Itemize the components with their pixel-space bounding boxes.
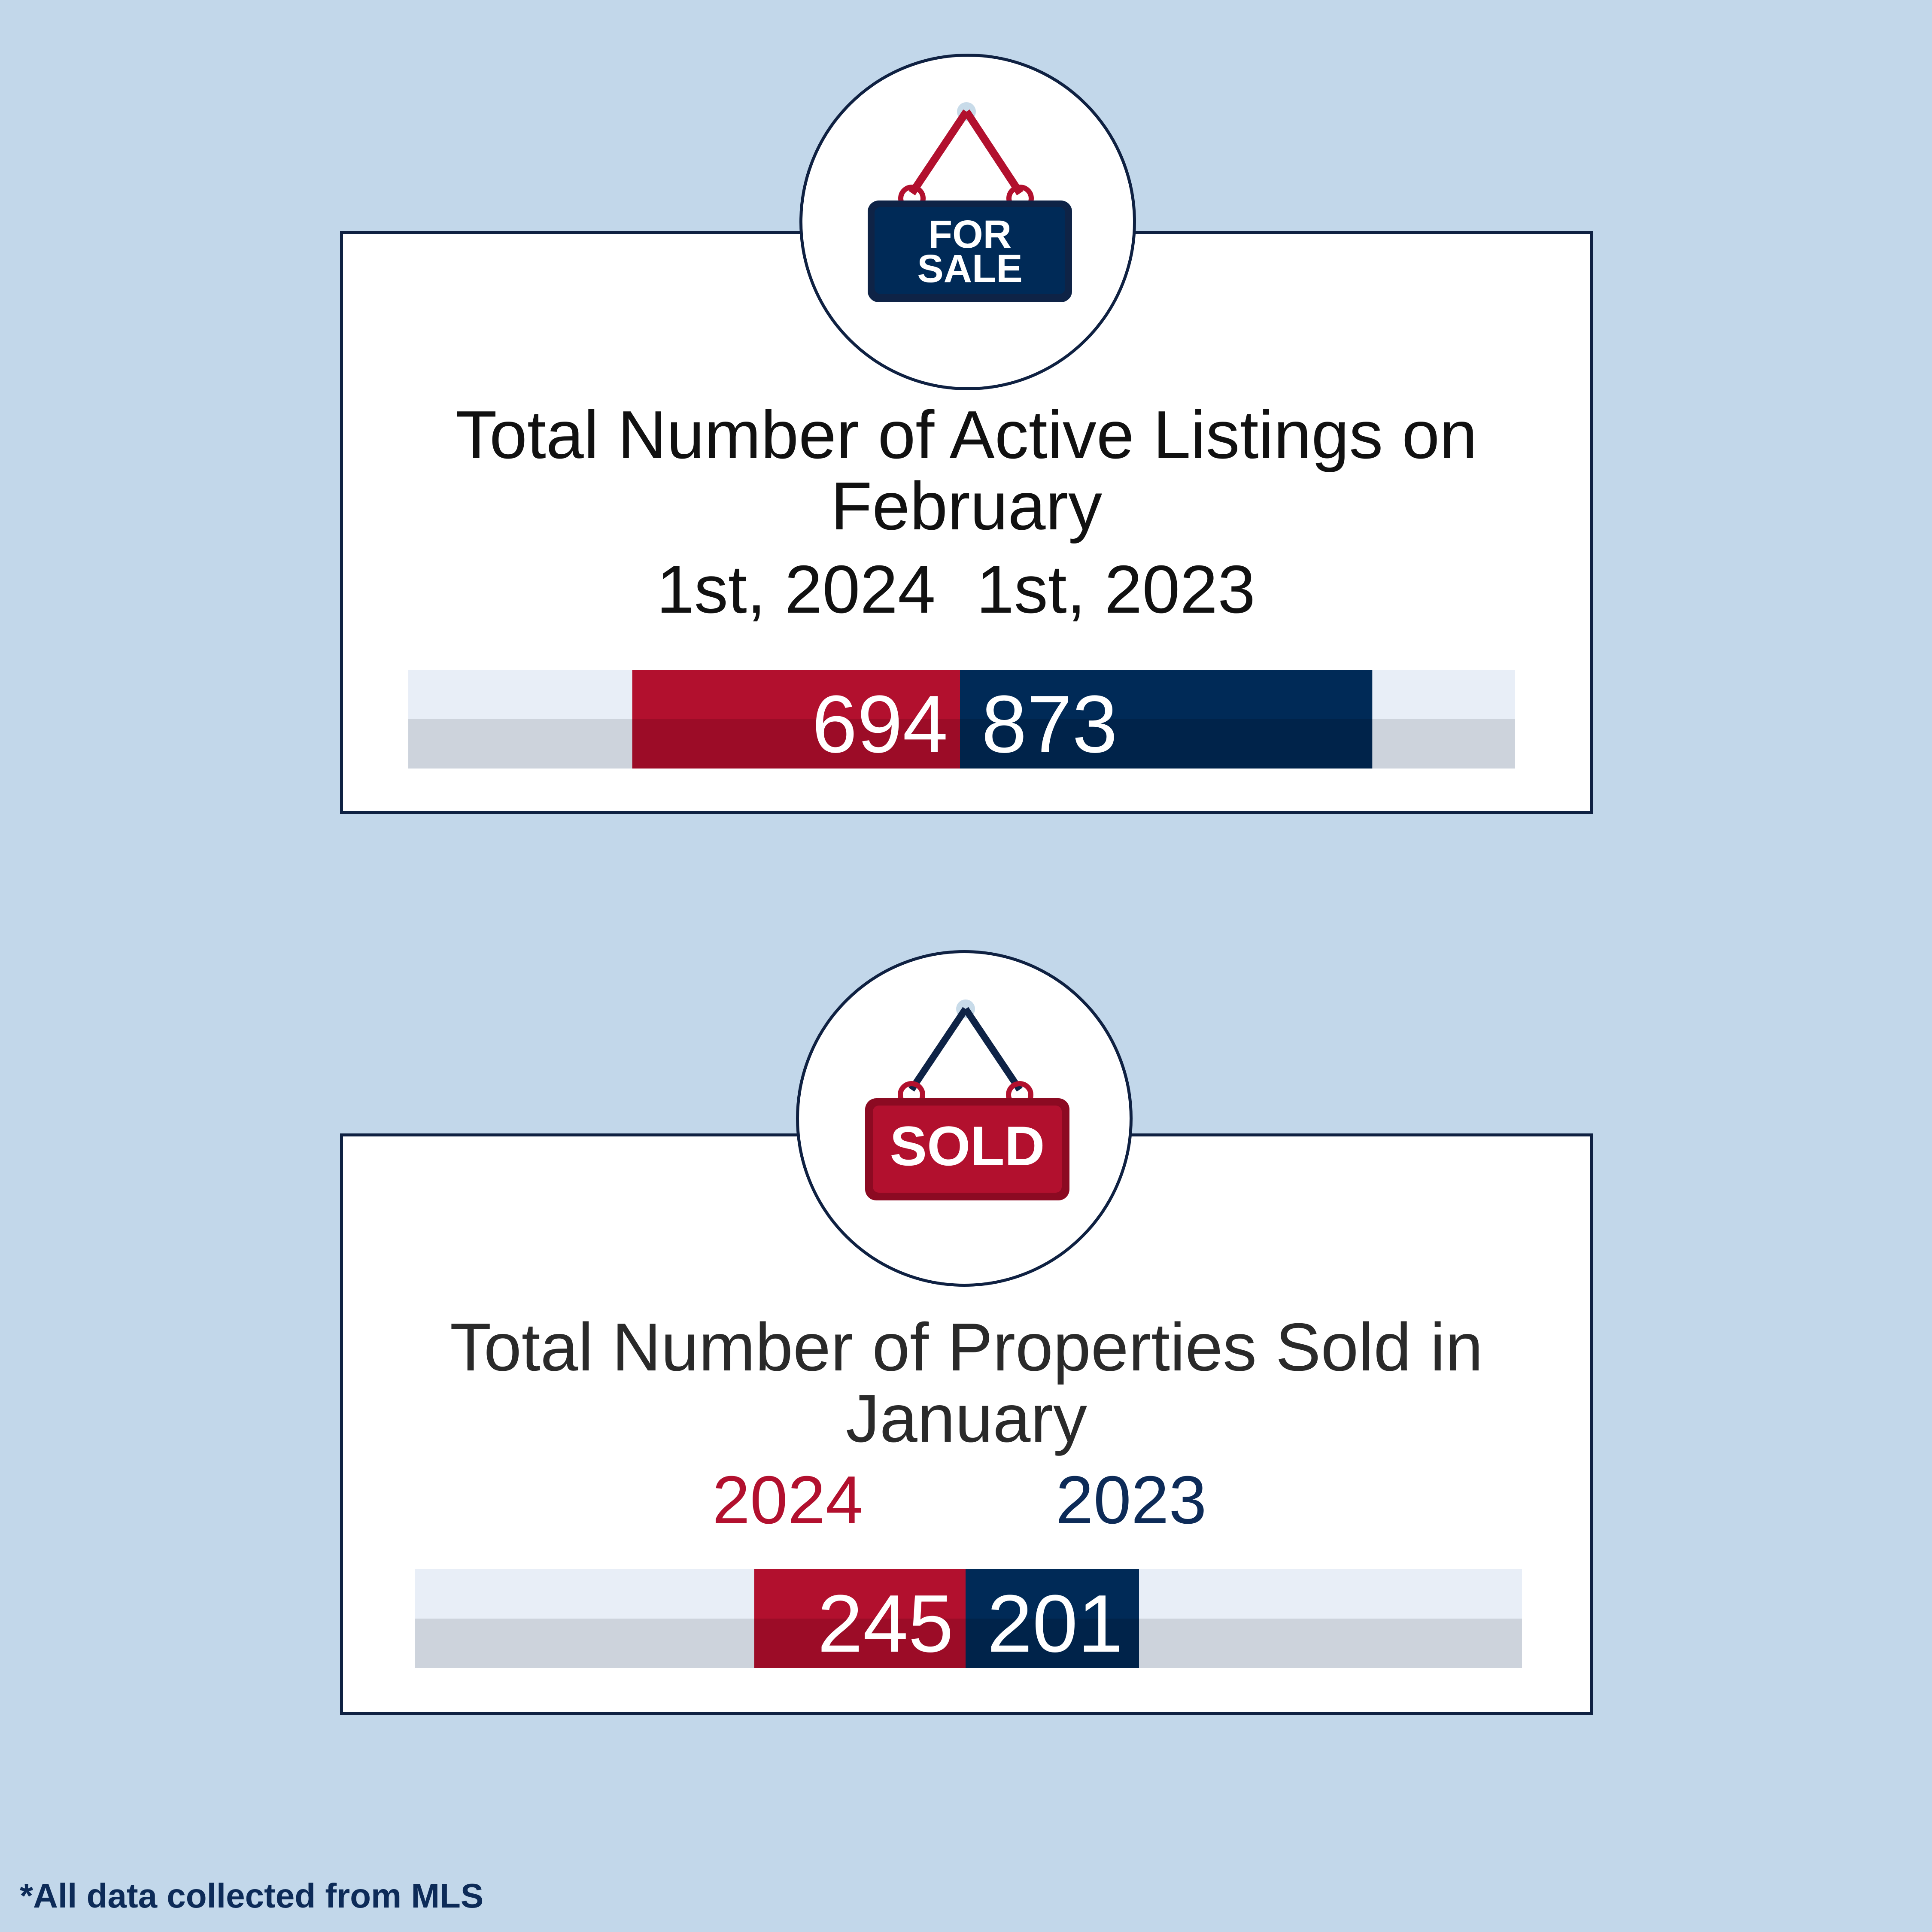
sign-text-sale: SALE (917, 247, 1022, 291)
data-source-footnote: *All data collected from MLS (20, 1877, 484, 1915)
for-sale-sign-icon: FOR SALE (868, 102, 1072, 302)
sign-text-sold: SOLD (890, 1115, 1045, 1177)
chart-title-text: Total Number of Properties Sold in Janua… (450, 1309, 1483, 1456)
chart-title: Total Number of Active Listings on Febru… (343, 399, 1590, 542)
diverging-bar-chart: 694 873 (632, 670, 1373, 770)
bar-value-label: 245 (817, 1578, 954, 1669)
category-label: 1st, 2024 (656, 552, 936, 627)
bar-value-label: 873 (981, 679, 1118, 770)
bar-1st-2023 (960, 670, 1373, 769)
sold-badge: SOLD (796, 950, 1133, 1287)
bar-track: 694 873 (408, 670, 1515, 770)
category-label: 2024 (712, 1462, 863, 1538)
category-label: 1st, 2023 (976, 552, 1256, 627)
category-label: 2023 (1056, 1462, 1207, 1538)
bar-1st-2024 (632, 670, 960, 769)
bar-2023 (966, 1569, 1139, 1668)
diverging-bar-chart: 245 201 (754, 1569, 1139, 1669)
bar-value-label: 201 (987, 1578, 1123, 1669)
bar-track: 245 201 (415, 1569, 1522, 1669)
bar-2024 (754, 1569, 966, 1668)
bar-value-label: 694 (812, 679, 948, 770)
for-sale-badge: FOR SALE (799, 54, 1136, 390)
sold-sign-icon: SOLD (865, 999, 1069, 1200)
chart-title-text: Total Number of Active Listings on Febru… (456, 397, 1477, 544)
sign-text-for: FOR (928, 213, 1012, 256)
chart-title: Total Number of Properties Sold in Janua… (343, 1312, 1590, 1454)
